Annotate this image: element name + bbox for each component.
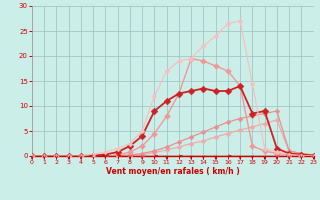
X-axis label: Vent moyen/en rafales ( km/h ): Vent moyen/en rafales ( km/h ) bbox=[106, 167, 240, 176]
